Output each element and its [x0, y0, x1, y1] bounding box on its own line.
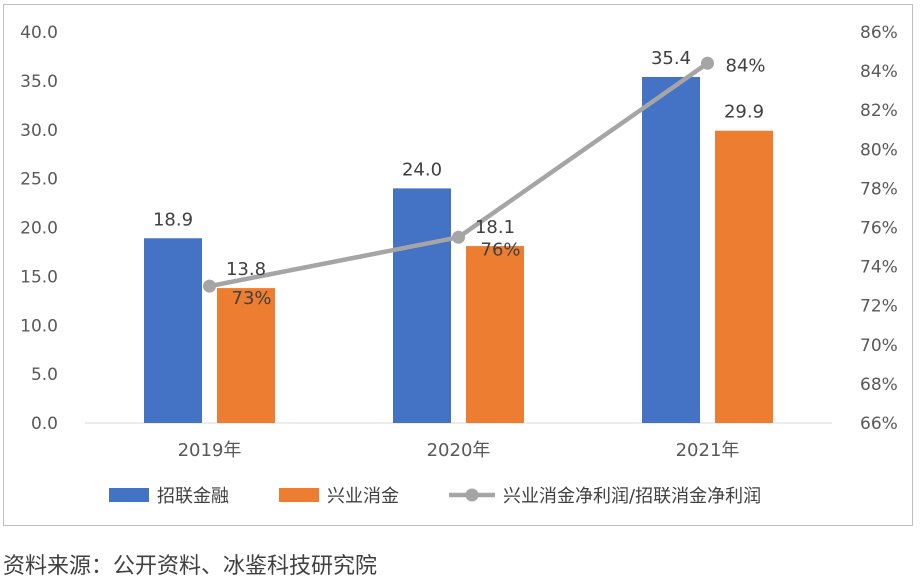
bar-xingye — [715, 130, 773, 424]
y-left-tick-label: 35.0 — [20, 72, 58, 92]
bar-value-label: 18.9 — [153, 209, 193, 230]
bar-value-label: 35.4 — [651, 48, 691, 69]
ratio-line — [203, 56, 714, 293]
y-left-tick-label: 20.0 — [20, 219, 58, 239]
y-right-tick-label: 80% — [860, 140, 898, 160]
y-left-tick-label: 10.0 — [20, 316, 58, 336]
legend-swatch — [109, 488, 149, 502]
legend-label: 招联金融 — [157, 486, 229, 507]
legend-swatch — [279, 488, 319, 502]
y-left-tick-label: 40.0 — [20, 23, 58, 43]
y-right-tick-label: 82% — [860, 101, 898, 121]
y-right-tick-label: 68% — [860, 375, 898, 395]
ratio-line-point — [452, 230, 465, 244]
bar-value-label: 13.8 — [226, 259, 266, 280]
bar-xingye — [217, 288, 275, 423]
y-right-tick-label: 84% — [860, 62, 898, 82]
bar-value-label: 18.1 — [475, 217, 515, 238]
bar-zhaolian — [642, 76, 700, 423]
y-left-tick-label: 5.0 — [31, 365, 58, 385]
y-right-tick-label: 72% — [860, 297, 898, 317]
y-left-tick-label: 25.0 — [20, 170, 58, 190]
x-tick-label: 2021年 — [676, 440, 740, 461]
legend-line-marker — [465, 488, 479, 502]
x-tick-label: 2020年 — [427, 440, 491, 461]
line-value-label: 76% — [481, 239, 521, 260]
y-right-tick-label: 74% — [860, 258, 898, 278]
y-right-tick-label: 86% — [860, 23, 898, 43]
legend-label: 兴业消金 — [327, 486, 399, 507]
y-left-tick-label: 30.0 — [20, 121, 58, 141]
y-left-tick-label: 0.0 — [31, 414, 58, 434]
data-labels: 18.9 24.0 35.4 13.8 18.1 29.9 73% 76% 84% — [153, 48, 766, 309]
axes: 0.0 5.0 10.0 15.0 20.0 25.0 30.0 35.0 40.0 66% 68%… — [20, 23, 898, 461]
y-right-tick-label: 70% — [860, 336, 898, 356]
combo-chart: 0.0 5.0 10.0 15.0 20.0 25.0 30.0 35.0 40.0 66% 68%… — [20, 23, 898, 507]
chart-frame — [3, 4, 913, 526]
bar-zhaolian — [393, 188, 451, 423]
line-value-label: 73% — [232, 288, 272, 309]
source-note: 资料来源：公开资料、冰鉴科技研究院 — [3, 554, 378, 579]
legend: 招联金融 兴业消金 兴业消金净利润/招联消金净利润 — [109, 486, 761, 507]
y-right-tick-label: 76% — [860, 219, 898, 239]
y-right-tick-label: 66% — [860, 414, 898, 434]
ratio-line-point — [701, 56, 714, 70]
x-tick-label: 2019年 — [178, 440, 242, 461]
ratio-line-path — [209, 61, 709, 289]
line-value-label: 84% — [726, 55, 766, 76]
y-left-tick-label: 15.0 — [20, 267, 58, 287]
bar-value-label: 29.9 — [724, 102, 764, 123]
bar-value-label: 24.0 — [402, 159, 442, 180]
y-right-tick-label: 78% — [860, 179, 898, 199]
ratio-line-point — [203, 279, 216, 293]
legend-label: 兴业消金净利润/招联消金净利润 — [503, 486, 761, 507]
bars — [144, 76, 773, 424]
bar-xingye — [466, 246, 524, 423]
bar-zhaolian — [144, 238, 202, 423]
